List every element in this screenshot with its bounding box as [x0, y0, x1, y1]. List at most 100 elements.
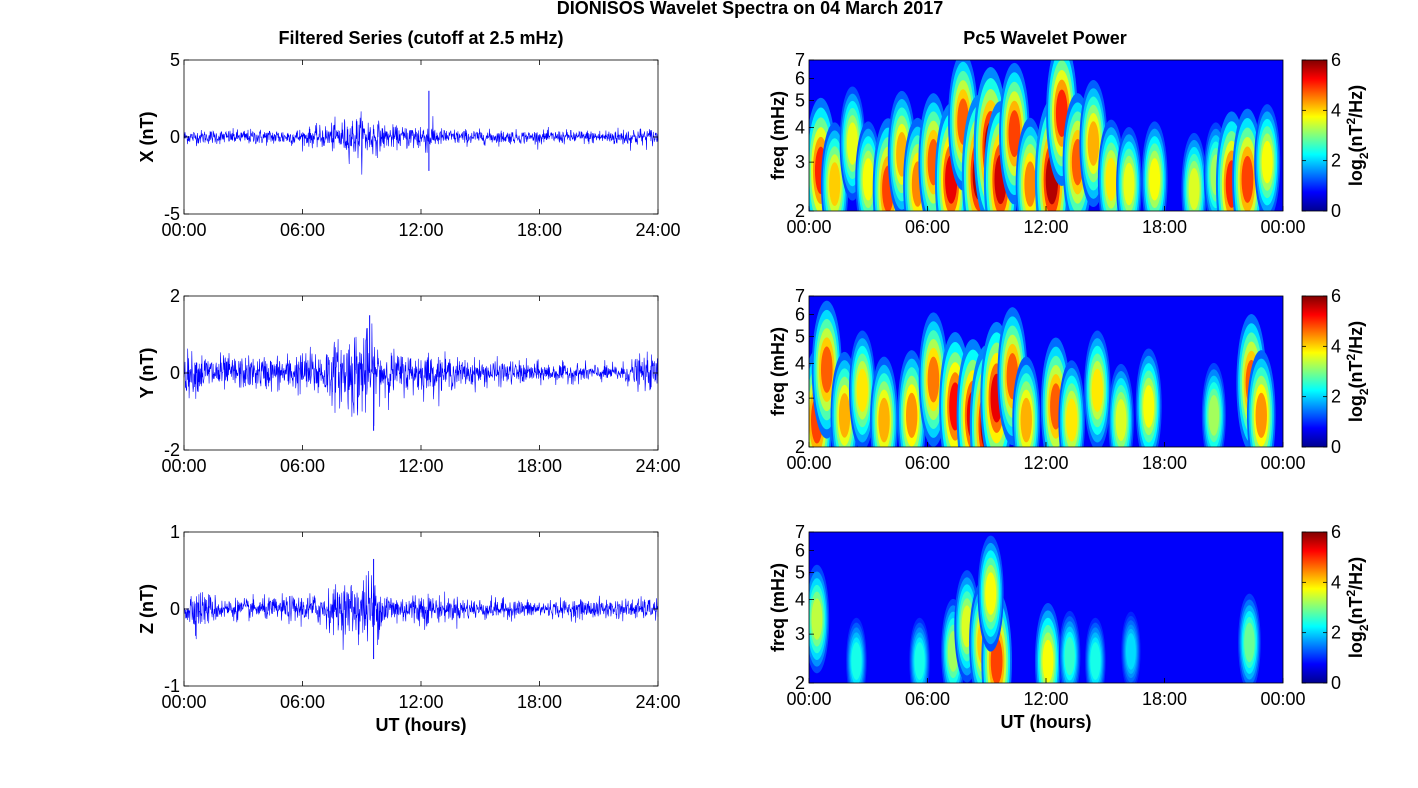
power-blob: [820, 346, 833, 393]
x-tick-label: 00:00: [161, 220, 206, 240]
y-tick-label: 3: [795, 388, 805, 408]
colorbar-tick-label: 0: [1331, 201, 1341, 221]
x-tick-label: 00:00: [1260, 453, 1305, 473]
power-blob: [906, 392, 918, 438]
x-tick-label: 06:00: [280, 692, 325, 712]
colorbar-label-part: /Hz): [1346, 557, 1366, 590]
y-tick-label: 2: [795, 673, 805, 693]
power-blob: [1126, 633, 1136, 670]
y-tick-label: 3: [795, 624, 805, 644]
power-blob: [856, 368, 868, 412]
x-tick-label: 06:00: [280, 220, 325, 240]
colorbar: [1301, 59, 1328, 212]
x-tick-label: 06:00: [905, 217, 950, 237]
colorbar: [1301, 295, 1328, 448]
figure-suptitle: DIONISOS Wavelet Spectra on 04 March 201…: [557, 0, 943, 18]
y-tick-label: 2: [170, 286, 180, 306]
signal-line: [183, 323, 659, 426]
spectrogram-hotspots: [809, 535, 1261, 683]
power-blob: [1055, 89, 1068, 138]
power-blob: [1090, 642, 1101, 680]
colorbar-label-part: (nT: [1346, 125, 1366, 153]
power-blob: [1143, 385, 1155, 428]
y-tick-label: 2: [795, 201, 805, 221]
colorbar-label-part: 2: [1344, 118, 1358, 125]
y-tick-label: -1: [164, 676, 180, 696]
x-tick-label: 18:00: [1142, 217, 1187, 237]
colorbar-label-part: (nT: [1346, 597, 1366, 625]
colorbar-label-part: log: [1346, 631, 1366, 658]
colorbar-tick-label: 2: [1331, 387, 1341, 407]
y-tick-label: 1: [170, 522, 180, 542]
power-blob: [846, 122, 858, 165]
x-tick-label: 06:00: [280, 456, 325, 476]
x-tick-label: 12:00: [1023, 689, 1068, 709]
colorbar-label: log2(nT2/Hz): [1344, 557, 1371, 658]
power-blob: [1241, 155, 1254, 203]
power-blob: [811, 598, 823, 640]
x-tick-label: 18:00: [517, 692, 562, 712]
colorbar-label: log2(nT2/Hz): [1344, 85, 1371, 186]
y-tick-label: 7: [795, 522, 805, 542]
colorbar-tick-label: 4: [1331, 572, 1341, 592]
x-tick-label: 00:00: [161, 456, 206, 476]
power-blob: [1066, 398, 1078, 442]
power-blob: [851, 642, 862, 680]
colorbar-tick-label: 4: [1331, 100, 1341, 120]
y-axis-label: freq (mHz): [768, 327, 788, 416]
left-column-title: Filtered Series (cutoff at 2.5 mHz): [278, 28, 563, 48]
y-axis-label: freq (mHz): [768, 91, 788, 180]
power-blob: [829, 162, 841, 207]
power-blob: [1123, 162, 1135, 206]
y-tick-label: 7: [795, 50, 805, 70]
power-blob: [1149, 158, 1161, 201]
power-blob: [1261, 140, 1273, 184]
y-tick-label: 5: [795, 91, 805, 111]
power-blob: [1115, 399, 1127, 442]
power-blob: [1255, 392, 1267, 438]
colorbar-tick-label: 2: [1331, 151, 1341, 171]
x-tick-label: 06:00: [905, 453, 950, 473]
y-tick-label: 5: [795, 563, 805, 583]
z-series-panel: 00:00 06:00 12:00 18:00 24:00 -1 0 1 Z (nT) UT (h…: [137, 522, 681, 735]
power-blob: [878, 397, 890, 443]
x-tick-label: 00:00: [1260, 689, 1305, 709]
y-tick-label: -2: [164, 440, 180, 460]
x-axis-label: UT (hours): [376, 715, 467, 735]
y-tick-label: 5: [795, 327, 805, 347]
x-tick-label: 00:00: [786, 453, 831, 473]
x-tick-label: 12:00: [1023, 453, 1068, 473]
x-tick-label: 24:00: [635, 692, 680, 712]
x-axis-label: UT (hours): [1001, 712, 1092, 732]
y-tick-label: 0: [170, 363, 180, 383]
power-blob: [1020, 397, 1032, 443]
y-axis-label: Z (nT): [137, 584, 157, 634]
y-axis-label: Y (nT): [137, 348, 157, 399]
y-tick-label: 4: [795, 353, 805, 373]
x-tick-label: 00:00: [1260, 217, 1305, 237]
right-column-title: Pc5 Wavelet Power: [963, 28, 1126, 48]
y-axis-label: freq (mHz): [768, 563, 788, 652]
x-tick-label: 18:00: [1142, 453, 1187, 473]
power-blob: [1091, 368, 1103, 412]
spectrogram-hotspots: [809, 60, 1281, 211]
colorbar: [1301, 531, 1328, 684]
x-tick-label: 18:00: [1142, 689, 1187, 709]
power-blob: [862, 158, 874, 201]
colorbar-tick-label: 6: [1331, 50, 1341, 70]
power-blob: [914, 642, 925, 680]
y-tick-label: 5: [170, 50, 180, 70]
power-blob: [1208, 394, 1220, 436]
signal-line: [183, 570, 659, 650]
colorbar-label-part: log: [1346, 159, 1366, 186]
power-blob: [1024, 161, 1036, 207]
colorbar-label-part: 2: [1344, 354, 1358, 361]
colorbar-tick-label: 6: [1331, 286, 1341, 306]
spectrogram-hotspots: [809, 300, 1276, 447]
y-axis-label: X (nT): [137, 112, 157, 163]
colorbar-label-part: 2: [1344, 590, 1358, 597]
